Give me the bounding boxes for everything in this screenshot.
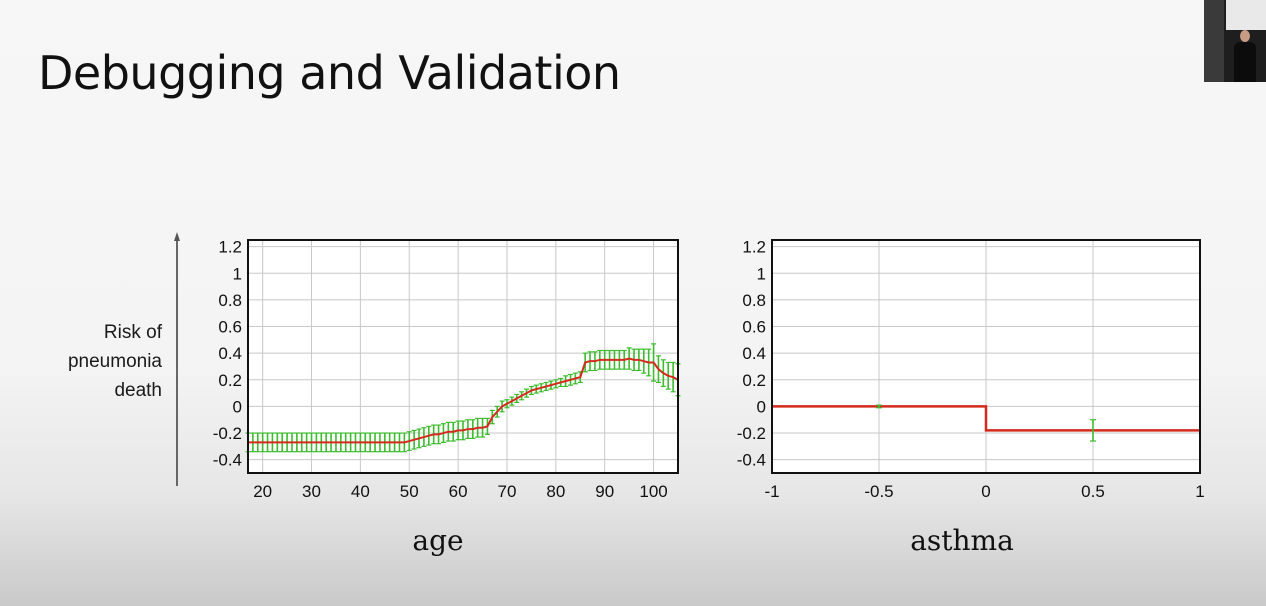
speaker-head [1240,30,1250,42]
y-tick-label: 0 [233,397,242,416]
asthma-risk-chart: 1.2 1 0.8 0.6 0.4 0.2 0 -0.2 -0.4 -1 -0.5 0 0.5 1 [737,238,1205,501]
y-axis-label: Risk of pneumonia death [67,322,162,401]
x-tick-label: 70 [498,482,517,501]
y-tick-label: 0.4 [218,344,242,363]
y-tick-label: 1 [757,264,766,283]
age-risk-line [248,357,679,444]
y-tick-label: 0.2 [742,371,766,390]
y-tick-label: 0.6 [218,318,242,337]
x-tick-label: -0.5 [864,482,893,501]
x-tick-label: 40 [351,482,370,501]
x-tick-label: 0 [981,482,990,501]
plot-border [247,239,679,474]
x-tick-label: 100 [639,482,667,501]
x-tick-label: -1 [764,482,779,501]
x-tick-label: 60 [449,482,468,501]
x-tick-label: 50 [400,482,419,501]
video-background-screen [1226,0,1266,30]
y-tick-label: -0.2 [737,424,766,443]
y-tick-label: 0.4 [742,344,766,363]
age-x-axis-label: age [412,524,464,557]
plot-border [771,239,1201,474]
y-tick-label: 0.8 [742,291,766,310]
y-tick-label: -0.4 [737,451,766,470]
speaker-video-thumbnail[interactable] [1204,0,1266,82]
y-axis-arrow [174,232,180,486]
y-tick-label: 1.2 [218,238,242,257]
y-tick-label: 0.6 [742,318,766,337]
x-tick-label: 80 [546,482,565,501]
speaker-body [1234,42,1256,82]
y-tick-label: 1.2 [742,238,766,257]
y-tick-label: 0.8 [218,291,242,310]
x-tick-label: 0.5 [1081,482,1105,501]
y-tick-label: 1 [233,264,242,283]
video-background [1204,0,1224,82]
x-tick-label: 90 [595,482,614,501]
y-tick-label: 0 [757,397,766,416]
x-tick-label: 1 [1195,482,1204,501]
y-tick-label: -0.4 [213,451,242,470]
x-tick-label: 30 [302,482,321,501]
age-risk-chart: 1.2 1 0.8 0.6 0.4 0.2 0 -0.2 -0.4 20 30 40 50 60 70 80 9… [213,238,681,501]
y-tick-label: 0.2 [218,371,242,390]
slide-title: Debugging and Validation [38,46,621,100]
asthma-x-axis-label: asthma [910,524,1014,557]
y-tick-label: -0.2 [213,424,242,443]
x-tick-label: 20 [253,482,272,501]
